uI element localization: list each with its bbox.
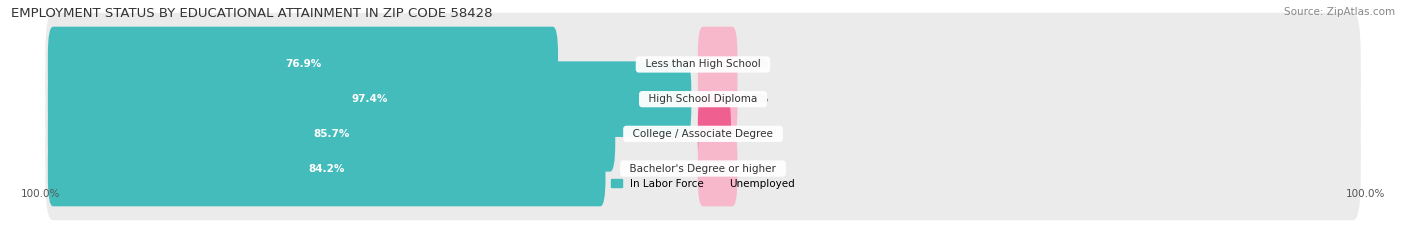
Text: 0.0%: 0.0% <box>742 94 768 104</box>
Text: Less than High School: Less than High School <box>638 59 768 69</box>
FancyBboxPatch shape <box>45 82 1361 185</box>
Text: 85.7%: 85.7% <box>314 129 350 139</box>
Text: Source: ZipAtlas.com: Source: ZipAtlas.com <box>1284 7 1395 17</box>
FancyBboxPatch shape <box>48 96 616 172</box>
Text: Bachelor's Degree or higher: Bachelor's Degree or higher <box>623 164 783 174</box>
FancyBboxPatch shape <box>45 117 1361 220</box>
Text: 97.4%: 97.4% <box>352 94 388 104</box>
FancyBboxPatch shape <box>697 27 738 102</box>
Text: 84.2%: 84.2% <box>308 164 344 174</box>
Text: 0.0%: 0.0% <box>742 59 768 69</box>
Legend: In Labor Force, Unemployed: In Labor Force, Unemployed <box>612 179 794 189</box>
FancyBboxPatch shape <box>48 61 692 137</box>
Text: 100.0%: 100.0% <box>1346 189 1385 199</box>
FancyBboxPatch shape <box>45 13 1361 116</box>
FancyBboxPatch shape <box>48 27 558 102</box>
Text: 3.3%: 3.3% <box>735 129 762 139</box>
Text: 100.0%: 100.0% <box>21 189 60 199</box>
Text: EMPLOYMENT STATUS BY EDUCATIONAL ATTAINMENT IN ZIP CODE 58428: EMPLOYMENT STATUS BY EDUCATIONAL ATTAINM… <box>11 7 492 20</box>
Text: 76.9%: 76.9% <box>285 59 321 69</box>
Text: College / Associate Degree: College / Associate Degree <box>626 129 780 139</box>
FancyBboxPatch shape <box>45 48 1361 151</box>
Text: High School Diploma: High School Diploma <box>643 94 763 104</box>
FancyBboxPatch shape <box>48 131 606 206</box>
Text: 0.0%: 0.0% <box>742 164 768 174</box>
FancyBboxPatch shape <box>697 61 738 137</box>
FancyBboxPatch shape <box>697 131 738 206</box>
FancyBboxPatch shape <box>697 96 731 172</box>
